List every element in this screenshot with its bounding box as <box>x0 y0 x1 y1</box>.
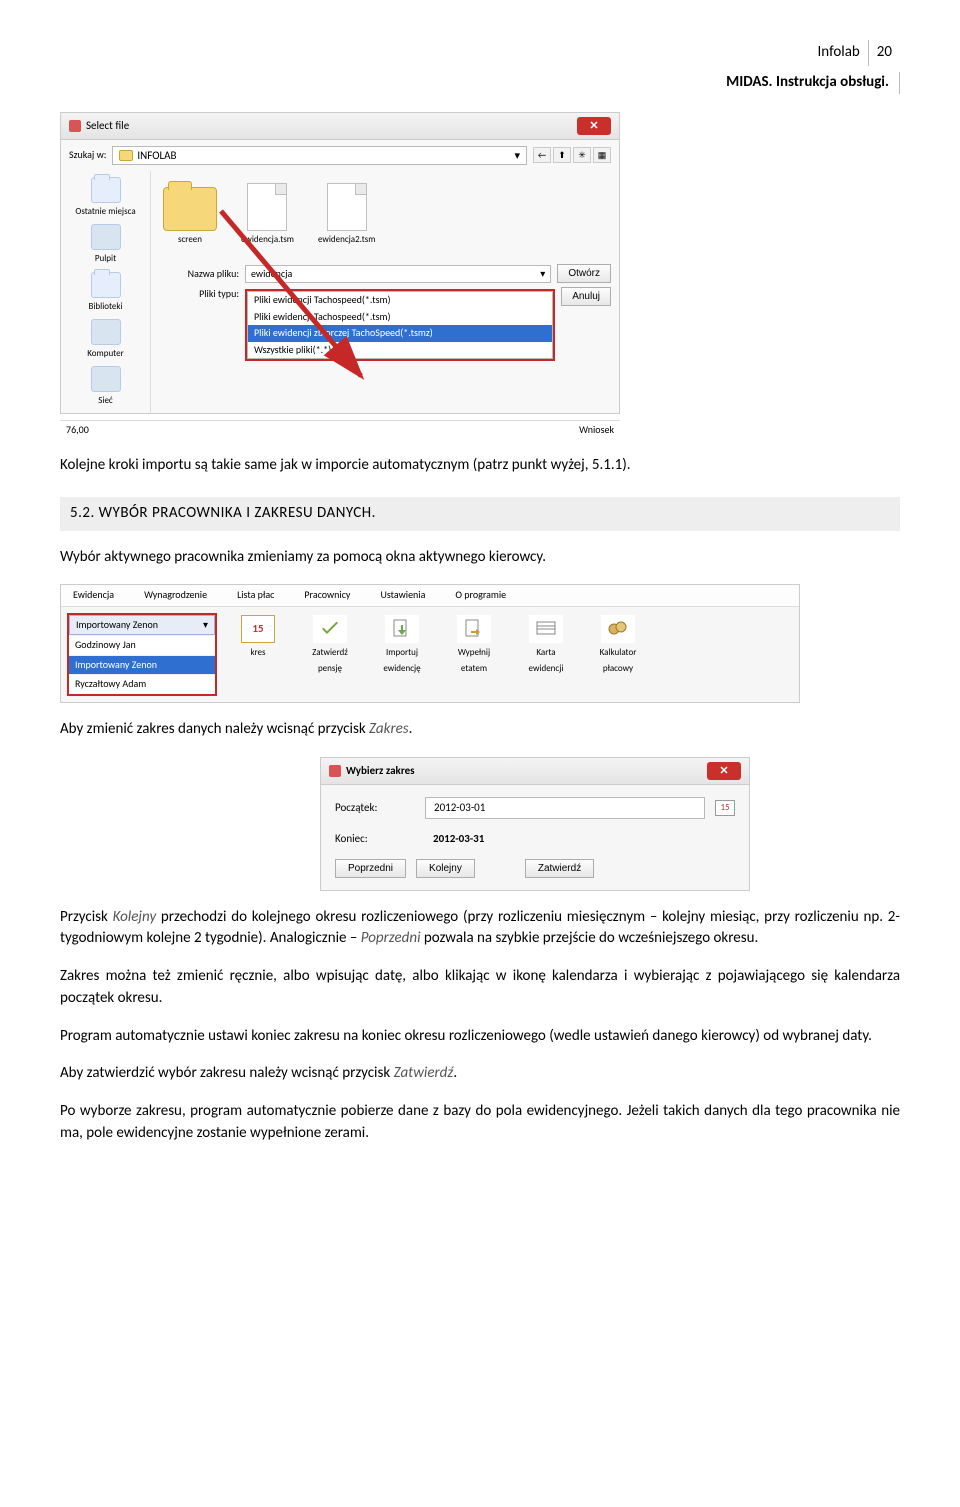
new-folder-icon[interactable]: ✳ <box>573 147 591 163</box>
menu-item[interactable]: Ewidencja <box>73 588 114 603</box>
folder-item[interactable]: screen <box>163 187 217 246</box>
employee-panel: Importowany Zenon ▾ Godzinowy Jan Import… <box>67 613 217 696</box>
menu-item[interactable]: O programie <box>455 588 506 603</box>
filetype-option[interactable]: Wszystkie pliki(*.*) <box>248 342 552 359</box>
menu-item[interactable]: Ustawienia <box>380 588 425 603</box>
employee-combo[interactable]: Importowany Zenon ▾ <box>69 615 215 636</box>
term-zatwierdz: Zatwierdź <box>394 1064 454 1082</box>
calendar-icon: 15 <box>241 615 275 643</box>
calculator-icon <box>601 615 635 643</box>
chevron-down-icon: ▾ <box>514 148 520 164</box>
menu-item[interactable]: Wynagrodzenie <box>144 588 207 603</box>
paragraph: Aby zmienić zakres danych należy wcisnąć… <box>60 719 900 741</box>
close-icon[interactable]: ✕ <box>707 762 741 780</box>
previous-button[interactable]: Poprzedni <box>335 859 406 878</box>
filename-input[interactable]: ewidencja ▾ <box>245 265 551 283</box>
views-icon[interactable]: ▦ <box>593 147 611 163</box>
paragraph: Po wyborze zakresu, program automatyczni… <box>60 1101 900 1145</box>
file-item[interactable]: ewidencja.tsm <box>241 183 294 246</box>
paragraph: Kolejne kroki importu są takie same jak … <box>60 455 900 477</box>
menu-item[interactable]: Lista płac <box>237 588 274 603</box>
section-heading: 5.2. WYBÓR PRACOWNIKA I ZAKRESU DANYCH. <box>60 497 900 531</box>
term-kolejny: Kolejny <box>113 908 157 926</box>
filename-label: Nazwa pliku: <box>159 267 239 282</box>
menu-item[interactable]: Pracownicy <box>304 588 350 603</box>
open-button[interactable]: Otwórz <box>557 264 611 283</box>
toolbar-screenshot: Ewidencja Wynagrodzenie Lista płac Praco… <box>60 584 800 703</box>
app-icon <box>329 765 341 777</box>
document-title: MIDAS. Instrukcja obsługi. <box>726 72 900 94</box>
status-left: 76,00 <box>66 423 89 438</box>
confirm-icon <box>313 615 347 643</box>
menu-bar: Ewidencja Wynagrodzenie Lista płac Praco… <box>61 585 799 607</box>
end-label: Koniec: <box>335 831 415 847</box>
page-header: Infolab 20 MIDAS. Instrukcja obsługi. <box>60 40 900 94</box>
fill-icon <box>457 615 491 643</box>
filetype-option[interactable]: Pliki ewidencji Tachospeed(*.tsm) <box>248 292 552 309</box>
import-icon <box>385 615 419 643</box>
term-zakres: Zakres <box>369 720 409 738</box>
dialog-title: Wybierz zakres <box>346 763 415 779</box>
places-bar: Ostatnie miejsca Pulpit Biblioteki Kompu… <box>61 171 151 412</box>
toolbar-button[interactable]: Importujewidencję <box>375 615 429 694</box>
up-icon[interactable]: ⬆ <box>553 147 571 163</box>
back-icon[interactable]: ← <box>533 147 551 163</box>
place-desktop[interactable]: Pulpit <box>65 224 146 265</box>
place-libraries[interactable]: Biblioteki <box>65 272 146 313</box>
look-in-combo[interactable]: INFOLAB ▾ <box>112 146 527 166</box>
app-icon <box>69 120 81 132</box>
toolbar-button[interactable]: 15 kres <box>231 615 285 694</box>
select-file-dialog: Select file ✕ Szukaj w: INFOLAB ▾ ← ⬆ ✳ … <box>60 112 620 414</box>
brand-label: Infolab <box>810 40 869 66</box>
card-icon <box>529 615 563 643</box>
filetype-dropdown[interactable]: Pliki ewidencji Tachospeed(*.tsm) Pliki … <box>245 289 555 361</box>
paragraph: Przycisk Kolejny przechodzi do kolejnego… <box>60 907 900 951</box>
cancel-button[interactable]: Anuluj <box>561 287 611 306</box>
calendar-icon[interactable]: 15 <box>715 800 735 816</box>
dialog-title: Select file <box>86 118 129 134</box>
file-item[interactable]: ewidencja2.tsm <box>318 183 376 246</box>
next-button[interactable]: Kolejny <box>416 859 475 878</box>
place-computer[interactable]: Komputer <box>65 319 146 360</box>
confirm-button[interactable]: Zatwierdź <box>525 859 594 878</box>
range-dialog: Wybierz zakres ✕ Początek: 2012-03-01 15… <box>320 757 750 891</box>
place-recent[interactable]: Ostatnie miejsca <box>65 177 146 218</box>
filetype-option[interactable]: Pliki ewidencji Tachospeed(*.tsm) <box>248 309 552 326</box>
paragraph: Program automatycznie ustawi koniec zakr… <box>60 1026 900 1048</box>
toolbar-button[interactable]: Kartaewidencji <box>519 615 573 694</box>
end-date-value: 2012-03-31 <box>425 829 735 849</box>
look-in-label: Szukaj w: <box>69 148 106 163</box>
status-right: Wniosek <box>579 423 614 438</box>
employee-option[interactable]: Godzinowy Jan <box>69 635 215 655</box>
term-poprzedni: Poprzedni <box>361 929 421 947</box>
folder-icon <box>119 150 133 161</box>
employee-option[interactable]: Ryczałtowy Adam <box>69 674 215 694</box>
start-label: Początek: <box>335 800 415 816</box>
toolbar-button[interactable]: Zatwierdźpensję <box>303 615 357 694</box>
close-icon[interactable]: ✕ <box>577 117 611 135</box>
chevron-down-icon: ▾ <box>540 267 545 282</box>
place-network[interactable]: Sieć <box>65 366 146 407</box>
filetype-label: Pliki typu: <box>159 287 239 302</box>
start-date-input[interactable]: 2012-03-01 <box>425 797 705 819</box>
paragraph: Zakres można też zmienić ręcznie, albo w… <box>60 966 900 1010</box>
look-in-value: INFOLAB <box>137 148 176 164</box>
employee-option[interactable]: Importowany Zenon <box>69 655 215 675</box>
paragraph: Wybór aktywnego pracownika zmieniamy za … <box>60 547 900 569</box>
toolbar-button[interactable]: Kalkulatorpłacowy <box>591 615 645 694</box>
page-number: 20 <box>869 40 900 66</box>
paragraph: Aby zatwierdzić wybór zakresu należy wci… <box>60 1063 900 1085</box>
chevron-down-icon: ▾ <box>203 618 208 633</box>
filetype-option[interactable]: Pliki ewidencji zbiorczej TachoSpeed(*.t… <box>248 325 552 342</box>
toolbar-button[interactable]: Wypełnijetatem <box>447 615 501 694</box>
